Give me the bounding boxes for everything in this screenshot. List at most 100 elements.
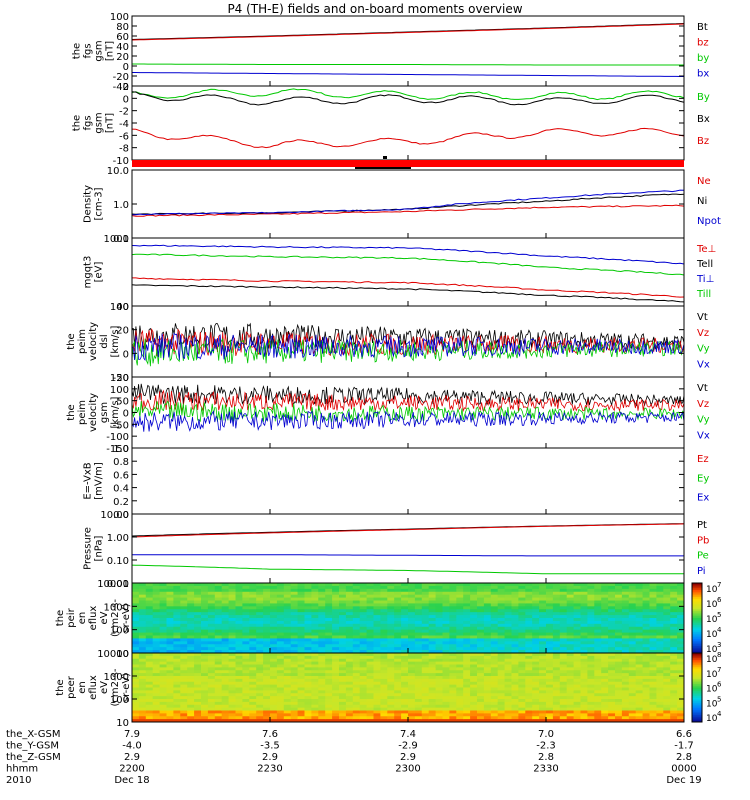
- heat-cell: [518, 591, 526, 596]
- heat-cell: [518, 623, 526, 628]
- heat-cell: [221, 667, 230, 671]
- heat-cell: [297, 667, 305, 671]
- heat-cell: [594, 667, 602, 671]
- heat-cell: [166, 591, 174, 596]
- heat-cell: [318, 591, 326, 596]
- heat-cell: [552, 623, 561, 628]
- heat-cell: [511, 716, 519, 720]
- heat-cell: [180, 638, 188, 642]
- heat-cell: [621, 699, 630, 703]
- heat-cell: [649, 591, 657, 596]
- heat-cell: [339, 699, 347, 703]
- ephemeris-value: -2.9: [398, 741, 418, 752]
- heat-cell: [615, 704, 623, 709]
- heat-cell: [414, 653, 423, 657]
- heat-cell: [525, 707, 533, 711]
- heat-cell: [421, 620, 430, 625]
- heat-cell: [635, 635, 644, 639]
- heat-cell: [677, 585, 685, 590]
- heat-cell: [435, 704, 443, 709]
- heat-cell: [428, 655, 437, 660]
- series-bz: [131, 23, 685, 41]
- heat-cell: [152, 594, 161, 599]
- heat-cell: [408, 597, 416, 601]
- heat-cell: [166, 603, 174, 607]
- heat-cell: [594, 626, 602, 631]
- heat-cell: [242, 673, 250, 677]
- heat-cell: [511, 615, 519, 619]
- heat-cell: [187, 710, 195, 714]
- colorbar-cell: [692, 609, 702, 612]
- heat-cell: [497, 597, 506, 601]
- heat-cell: [663, 701, 671, 706]
- heat-cell: [263, 696, 271, 700]
- heat-cell: [421, 699, 430, 703]
- panel-frame: [131, 85, 685, 161]
- heat-cell: [311, 641, 319, 645]
- heat-cell: [187, 623, 195, 628]
- heat-cell: [373, 606, 381, 610]
- heat-cell: [670, 676, 678, 680]
- heat-cell: [214, 713, 223, 717]
- heat-cell: [290, 626, 299, 631]
- heat-cell: [352, 618, 361, 622]
- heat-cell: [159, 719, 167, 723]
- heat-cell: [477, 684, 485, 688]
- heat-cell: [159, 626, 167, 631]
- heat-cell: [235, 600, 243, 604]
- heat-cell: [401, 591, 409, 596]
- heat-cell: [621, 583, 630, 587]
- heat-cell: [359, 609, 368, 613]
- heat-cell: [594, 676, 602, 680]
- heat-cell: [677, 661, 685, 665]
- heat-cell: [532, 583, 540, 587]
- heat-cell: [263, 710, 271, 714]
- heat-cell: [463, 638, 471, 642]
- heat-cell: [608, 713, 616, 717]
- heat-cell: [628, 684, 637, 688]
- heat-cell: [421, 687, 430, 691]
- heat-cell: [366, 612, 374, 616]
- heat-cell: [283, 644, 292, 648]
- heat-cell: [201, 635, 209, 639]
- ytick-pressure: 10.00: [100, 510, 129, 521]
- heat-cell: [187, 704, 195, 709]
- heat-cell: [601, 693, 609, 697]
- heat-cell: [187, 713, 195, 717]
- heat-cell: [442, 583, 450, 587]
- heat-cell: [670, 687, 678, 691]
- heat-cell: [283, 583, 292, 587]
- heat-cell: [339, 591, 347, 596]
- heat-cell: [566, 670, 575, 674]
- heat-cell: [180, 681, 188, 686]
- heat-cell: [166, 620, 174, 625]
- colorbar-cell: [692, 687, 702, 690]
- heat-cell: [456, 719, 464, 723]
- heat-cell: [414, 618, 423, 622]
- heat-cell: [270, 644, 278, 648]
- heat-cell: [414, 612, 423, 616]
- colorbar-cell: [692, 680, 702, 683]
- colorbar-cell: [692, 675, 702, 678]
- heat-cell: [180, 623, 188, 628]
- heat-cell: [421, 641, 430, 645]
- heat-cell: [628, 641, 637, 645]
- heat-cell: [566, 678, 575, 683]
- colorbar-cell: [692, 595, 702, 598]
- heat-cell: [435, 588, 443, 593]
- heat-cell: [539, 713, 547, 717]
- heat-cell: [332, 603, 340, 607]
- heat-cell: [442, 696, 450, 700]
- heat-cell: [201, 597, 209, 601]
- heat-cell: [332, 623, 340, 628]
- heat-cell: [594, 678, 602, 683]
- heat-cell: [435, 701, 443, 706]
- heat-cell: [394, 594, 402, 599]
- heat-cell: [573, 623, 581, 628]
- heat-cell: [601, 641, 609, 645]
- heat-cell: [421, 676, 430, 680]
- heat-cell: [256, 618, 264, 622]
- heat-cell: [477, 626, 485, 631]
- colorbar-cell: [692, 637, 702, 640]
- heat-cell: [187, 638, 195, 642]
